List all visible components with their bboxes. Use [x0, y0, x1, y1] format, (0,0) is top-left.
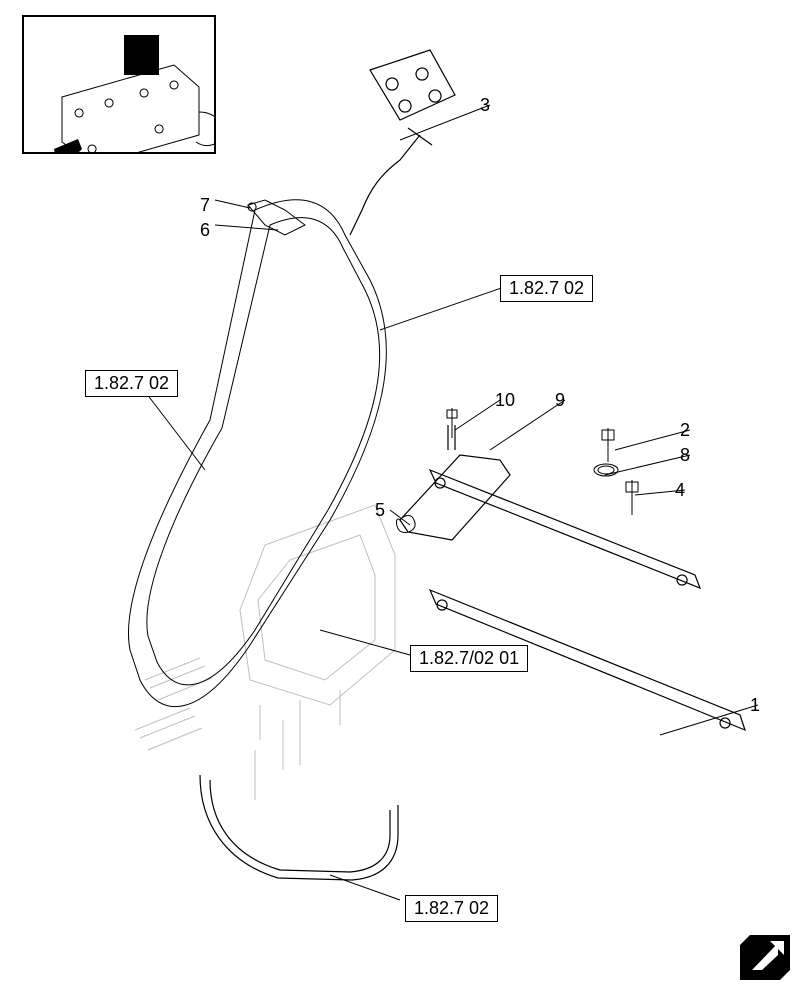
washer-8	[594, 464, 618, 476]
bar-upper	[430, 470, 700, 588]
callout-6: 6	[200, 220, 210, 241]
ref-box-0: 1.82.7 02	[85, 370, 178, 397]
ref-box-3: 1.82.7 02	[405, 895, 498, 922]
callout-10: 10	[495, 390, 515, 411]
pipe-top	[350, 128, 432, 235]
bolts-mid-faint	[255, 715, 300, 800]
tube-loop-inner	[147, 218, 380, 685]
flange-top	[370, 50, 455, 120]
bolt-4	[626, 480, 638, 515]
callout-9: 9	[555, 390, 565, 411]
nav-arrow-icon[interactable]	[740, 935, 790, 980]
bolts-left-faint	[135, 658, 212, 750]
callout-1: 1	[750, 695, 760, 716]
bottom-pipe	[200, 775, 398, 880]
leader-lines	[140, 105, 758, 900]
callout-5: 5	[375, 500, 385, 521]
tube-loop-outer	[128, 200, 386, 707]
bracket	[400, 425, 510, 540]
main-diagram	[0, 0, 812, 1000]
callout-7: 7	[200, 195, 210, 216]
ref-box-2: 1.82.7/02 01	[410, 645, 528, 672]
callout-3: 3	[480, 95, 490, 116]
clip-5	[396, 516, 415, 533]
bolt-2	[602, 428, 614, 462]
ref-box-1: 1.82.7 02	[500, 275, 593, 302]
callout-4: 4	[675, 480, 685, 501]
callout-2: 2	[680, 420, 690, 441]
callout-8: 8	[680, 445, 690, 466]
